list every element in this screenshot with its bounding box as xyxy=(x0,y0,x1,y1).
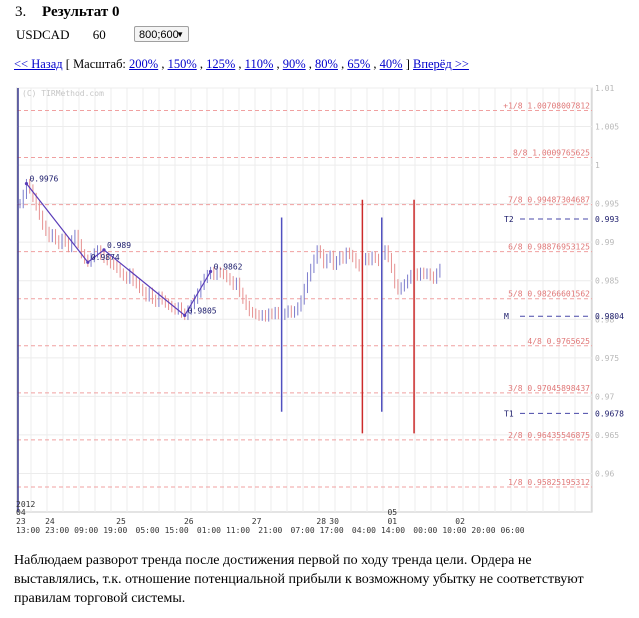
scale-link-65[interactable]: 65% xyxy=(347,57,371,71)
wave-point xyxy=(86,260,90,264)
symbol-label: USDCAD xyxy=(16,27,70,42)
x-label-time: 11:00 xyxy=(226,526,250,535)
wave-point xyxy=(183,313,187,318)
wave-point xyxy=(24,181,29,186)
wave-point-label: 0.989 xyxy=(107,241,131,250)
size-select-value: 800;600 xyxy=(139,29,179,41)
instrument-row: USDCAD 60 xyxy=(16,27,106,43)
x-label-time: 01:00 xyxy=(197,526,221,535)
chevron-down-icon: ▼ xyxy=(176,30,184,39)
result-number: 3. xyxy=(15,4,27,20)
y-tick-label: 1.01 xyxy=(595,84,614,93)
x-label-time: 06:00 xyxy=(501,526,525,535)
x-label-time: 21:00 xyxy=(258,526,282,535)
scale-link-200[interactable]: 200% xyxy=(129,57,159,71)
y-tick-label: 0.96 xyxy=(595,469,614,478)
level-label: +1/8 1.00708007812 xyxy=(503,102,590,111)
x-label-time: 00:00 xyxy=(413,526,437,535)
target-name-label: M xyxy=(504,312,509,321)
scale-link-110[interactable]: 110% xyxy=(244,57,274,71)
wave-point-label: 0.9805 xyxy=(188,306,217,315)
wave-point-label: 0.9976 xyxy=(29,175,58,184)
x-label-time: 13:00 xyxy=(16,526,40,535)
x-label-time: 23:00 xyxy=(45,526,69,535)
x-label-year: 2012 xyxy=(16,500,35,509)
x-label-day: 27 xyxy=(252,517,262,526)
target-name-label: T1 xyxy=(504,409,514,418)
level-label: 4/8 0.9765625 xyxy=(527,337,590,346)
x-label-month: 05 xyxy=(387,508,397,517)
level-label: 7/8 0.99487304687 xyxy=(508,196,590,205)
timeframe-label: 60 xyxy=(92,27,106,42)
chart-caption: Наблюдаем разворот тренда после достижен… xyxy=(14,553,584,606)
y-tick-label: 0.975 xyxy=(595,354,619,363)
size-select[interactable]: 800;600 ▼ xyxy=(134,26,189,42)
y-tick-label: 0.995 xyxy=(595,200,619,209)
level-label: 5/8 0.98266601562 xyxy=(508,290,590,299)
forward-link[interactable]: Вперёд >> xyxy=(412,57,469,71)
x-label-day: 30 xyxy=(329,517,339,526)
level-label: 2/8 0.96435546875 xyxy=(508,431,590,440)
x-label-day: 23 xyxy=(16,517,26,526)
price-chart: 0.96 0.965 0.97 0.975 0.98 0.985 0.99 0.995 1 1.0… xyxy=(16,84,624,535)
scale-close-label: ] xyxy=(405,57,410,71)
y-tick-label: 1 xyxy=(595,161,600,170)
x-label-day: 28 xyxy=(316,517,326,526)
target-name-label: T2 xyxy=(504,215,514,224)
x-label-time: 15:00 xyxy=(165,526,189,535)
scale-link-150[interactable]: 150% xyxy=(167,57,197,71)
back-link[interactable]: << Назад xyxy=(14,57,63,71)
wave-point-label: 0.9862 xyxy=(214,262,243,271)
x-label-day: 01 xyxy=(387,517,397,526)
x-label-month: 04 xyxy=(16,508,26,517)
x-label-time: 19:00 xyxy=(103,526,127,535)
y-tick-label: 1.005 xyxy=(595,123,619,132)
result-title: Результат 0 xyxy=(42,4,120,20)
level-label: 6/8 0.98876953125 xyxy=(508,243,590,252)
x-label-time: 04:00 xyxy=(352,526,376,535)
x-label-day: 24 xyxy=(45,517,55,526)
level-label: 1/8 0.95825195312 xyxy=(508,478,590,487)
y-tick-label: 0.985 xyxy=(595,277,619,286)
scale-link-90[interactable]: 90% xyxy=(282,57,306,71)
level-label: 8/8 1.0009765625 xyxy=(513,149,590,158)
scale-link-40[interactable]: 40% xyxy=(379,57,403,71)
x-label-time: 17:00 xyxy=(320,526,344,535)
wave-point xyxy=(208,269,213,274)
y-tick-label: 0.98 xyxy=(595,315,614,324)
x-label-time: 14:00 xyxy=(381,526,405,535)
y-tick-label: 0.965 xyxy=(595,431,619,440)
level-label: 3/8 0.97045898437 xyxy=(508,384,590,393)
x-label-day: 26 xyxy=(184,517,194,526)
target-value-label: 0.9678 xyxy=(595,409,624,418)
scale-open-label: [ Масштаб: xyxy=(65,57,126,71)
wave-point-label: 0.9874 xyxy=(91,253,120,262)
target-value-label: 0.9804 xyxy=(595,312,624,321)
x-label-day: 25 xyxy=(116,517,126,526)
x-label-time: 07:00 xyxy=(291,526,315,535)
y-tick-label: 0.99 xyxy=(595,238,614,247)
scale-link-80[interactable]: 80% xyxy=(315,57,338,71)
scale-nav: << Назад [ Масштаб: 200% , 150% , 125% ,… xyxy=(14,57,469,71)
x-label-day: 02 xyxy=(455,517,465,526)
x-label-time: 20:00 xyxy=(471,526,495,535)
watermark-label: (C) TIRMethod.com xyxy=(22,89,104,98)
result-header: 3. Результат 0 xyxy=(15,4,120,21)
scale-link-125[interactable]: 125% xyxy=(206,57,236,71)
x-label-time: 09:00 xyxy=(74,526,98,535)
x-label-time: 05:00 xyxy=(136,526,160,535)
x-label-time: 10:00 xyxy=(442,526,466,535)
target-value-label: 0.993 xyxy=(595,215,619,224)
wave-point xyxy=(102,248,106,252)
y-tick-label: 0.97 xyxy=(595,392,614,401)
